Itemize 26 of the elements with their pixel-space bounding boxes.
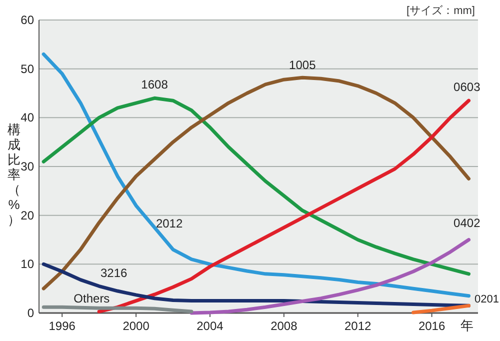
x-tick-label: 2012 bbox=[344, 319, 372, 333]
series-label: 0603 bbox=[454, 80, 481, 94]
text: [サイズ：mm] bbox=[406, 5, 475, 17]
line-series bbox=[190, 238, 471, 315]
x-tick-label: 1996 bbox=[48, 319, 76, 333]
x-tick-label: 2004 bbox=[196, 319, 224, 333]
series-label: 1005 bbox=[289, 58, 316, 72]
y-tick-label: 50 bbox=[20, 62, 34, 76]
y-tick-label: 20 bbox=[20, 208, 34, 222]
x-axis-title: 年 bbox=[460, 318, 474, 333]
x-tick-label: 2016 bbox=[418, 319, 446, 333]
series-label: 0201 bbox=[474, 293, 499, 306]
y-tick-label: 30 bbox=[20, 160, 34, 174]
y-axis-title: 構成比率（%） bbox=[8, 122, 20, 227]
series-label: 0402 bbox=[454, 216, 481, 230]
x-tick-label: 2008 bbox=[270, 319, 298, 333]
y-tick-label: 0 bbox=[27, 306, 34, 320]
series-label: 3216 bbox=[100, 266, 128, 280]
y-tick-label: 10 bbox=[20, 257, 34, 272]
line-series bbox=[412, 304, 471, 314]
series-label: 1608 bbox=[141, 77, 168, 92]
y-tick-label: 40 bbox=[20, 110, 34, 125]
series-label: 2012 bbox=[156, 216, 183, 231]
y-tick-label: 60 bbox=[20, 13, 34, 27]
x-tick-label: 2000 bbox=[122, 319, 150, 333]
series-label: Others bbox=[74, 291, 110, 306]
